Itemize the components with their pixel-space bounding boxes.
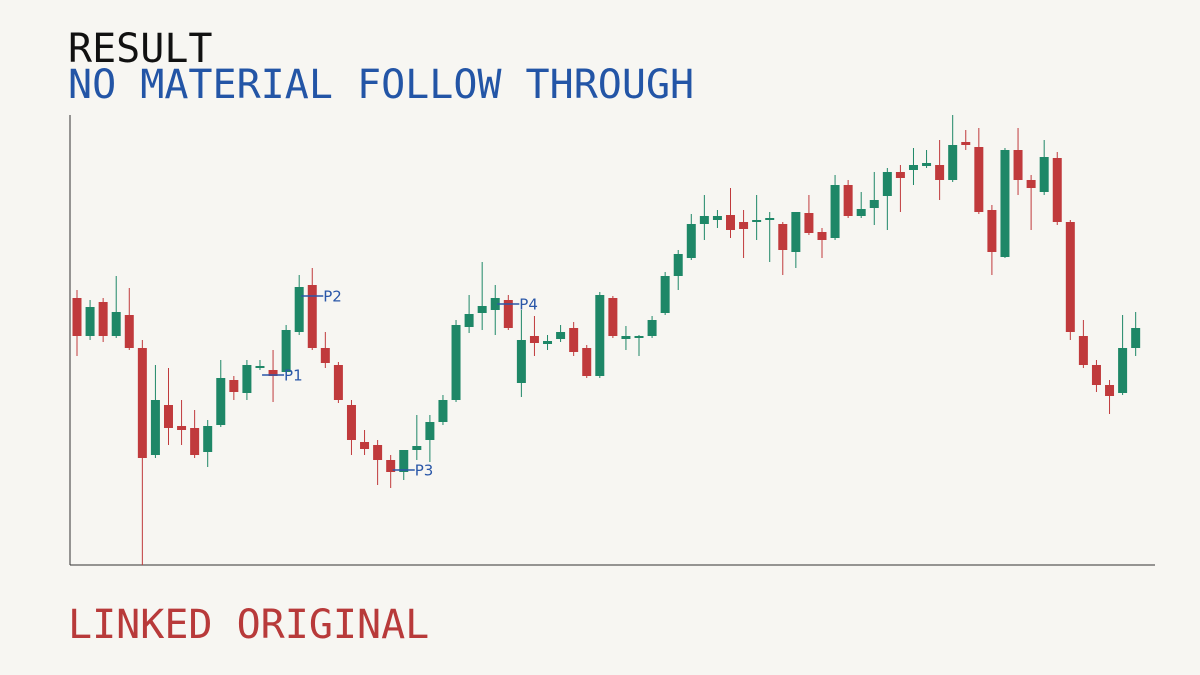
candle-body <box>856 209 866 216</box>
candle-body <box>1000 150 1010 257</box>
candle-body <box>294 287 304 332</box>
annotation-label: P4 <box>519 296 538 314</box>
candle-body <box>1039 157 1049 192</box>
candle-body <box>1118 348 1128 393</box>
annotation-label: P1 <box>284 367 303 385</box>
candle-body <box>778 224 788 250</box>
candle-body <box>686 224 696 258</box>
candle-body <box>137 348 147 458</box>
candle-body <box>242 365 252 393</box>
candle-body <box>843 185 853 216</box>
candle-body <box>1091 365 1101 385</box>
candle-body <box>268 370 278 376</box>
candle-body <box>490 298 500 310</box>
candle-body <box>830 185 840 238</box>
candle-body <box>961 142 971 145</box>
candle-body <box>255 366 265 368</box>
candle-body <box>543 341 553 344</box>
candle-body <box>464 314 474 327</box>
candle-body <box>72 298 82 336</box>
candle-body <box>373 445 383 460</box>
candle-body <box>399 450 409 472</box>
candle-body <box>974 147 984 212</box>
candle-body <box>216 378 226 425</box>
candle-body <box>882 172 892 196</box>
candle-body <box>451 325 461 400</box>
candle-body <box>817 232 827 240</box>
candle-body <box>922 163 932 166</box>
candle-body <box>477 306 487 313</box>
candle-body <box>1065 222 1075 332</box>
annotation-label: P2 <box>323 288 342 306</box>
candle-body <box>346 405 356 440</box>
candle-body <box>908 165 918 170</box>
candle-body <box>85 307 95 336</box>
candle-body <box>791 212 801 252</box>
original-link[interactable]: LINKED ORIGINAL <box>68 602 429 648</box>
candle-body <box>360 442 370 449</box>
chart-subtitle: NO MATERIAL FOLLOW THROUGH <box>68 62 694 108</box>
candle-body <box>673 254 683 276</box>
candle-body <box>516 340 526 383</box>
annotation-label: P3 <box>415 462 434 480</box>
candle-body <box>281 330 291 372</box>
candle-body <box>556 332 566 339</box>
candle-body <box>503 300 513 328</box>
candle-body <box>647 320 657 336</box>
candle-body <box>634 336 644 338</box>
candle-body <box>529 336 539 343</box>
candle-body <box>412 446 422 450</box>
candle-body <box>752 220 762 222</box>
candle-body <box>739 222 749 229</box>
candle-body <box>98 302 108 336</box>
candle-body <box>621 336 631 339</box>
chart-title: RESULT <box>68 26 213 72</box>
candle-body <box>1026 180 1036 188</box>
candle-body <box>765 218 775 220</box>
candle-body <box>229 380 239 392</box>
candle-body <box>660 276 670 313</box>
candle-body <box>569 328 579 352</box>
candle-body <box>163 405 173 428</box>
candle-body <box>1105 385 1115 396</box>
candle-body <box>124 315 134 348</box>
candle-body <box>712 216 722 220</box>
candle-body <box>582 348 592 376</box>
candle-body <box>425 422 435 440</box>
candle-body <box>1013 150 1023 180</box>
candle-body <box>150 400 160 455</box>
candle-body <box>987 210 997 252</box>
candle-body <box>804 213 814 233</box>
candle-body <box>307 285 317 348</box>
candle-body <box>869 200 879 208</box>
candle-body <box>699 216 709 224</box>
candle-body <box>111 312 121 336</box>
candle-body <box>333 365 343 400</box>
candle-body <box>386 460 396 472</box>
candle-body <box>1131 328 1141 348</box>
candle-body <box>320 348 330 363</box>
candle-body <box>190 428 200 455</box>
candle-body <box>1078 336 1088 365</box>
candle-body <box>1052 158 1062 222</box>
candle-body <box>595 295 605 376</box>
candle-body <box>726 215 735 230</box>
candle-body <box>177 426 187 430</box>
candle-body <box>438 400 448 422</box>
candle-body <box>203 426 213 452</box>
candle-body <box>895 172 905 178</box>
candle-body <box>608 298 618 336</box>
candle-body <box>948 145 958 180</box>
candle-body <box>935 165 945 180</box>
